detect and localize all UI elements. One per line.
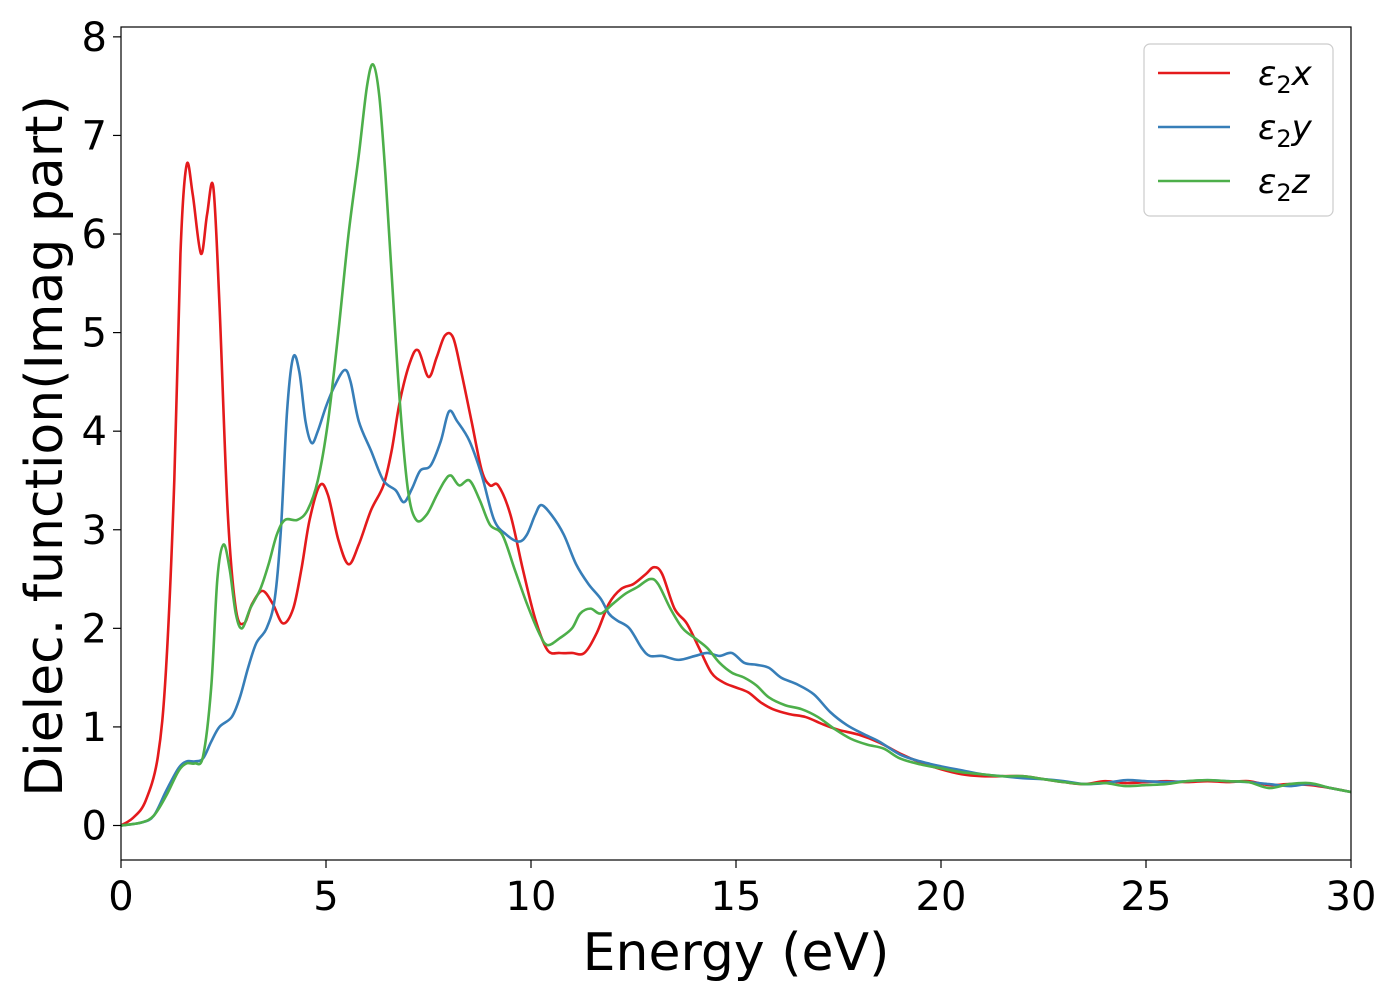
legend-box: [1143, 43, 1334, 217]
legend-label-x: ε2x: [1258, 54, 1313, 99]
legend-subscript: 2: [1276, 125, 1291, 153]
x-tick-label: 15: [711, 874, 762, 920]
x-axis-label: Energy (eV): [583, 923, 890, 983]
legend-symbol: ε: [1258, 162, 1276, 202]
y-tick-label: 8: [82, 15, 107, 61]
x-tick-label: 20: [916, 874, 967, 920]
legend-variable: z: [1291, 162, 1311, 202]
series-line-y: [120, 353, 1352, 827]
y-axis-label: Dielec. function(Imag part): [15, 95, 75, 797]
legend-label-y: ε2y: [1258, 108, 1313, 153]
legend-symbol: ε: [1258, 108, 1276, 148]
y-tick-label: 5: [82, 311, 107, 357]
x-tick-label: 0: [108, 874, 133, 920]
legend-label-z: ε2z: [1258, 162, 1311, 207]
x-tick-label: 30: [1326, 874, 1377, 920]
series-lines: [120, 63, 1352, 827]
y-axis: 0 1 2 3 4 5 6 7 8: [82, 15, 121, 849]
x-tick-label: 5: [313, 874, 338, 920]
y-tick-label: 1: [82, 705, 107, 751]
y-tick-label: 0: [82, 803, 107, 849]
series-line-z: [120, 63, 1352, 827]
x-tick-label: 25: [1121, 874, 1172, 920]
legend-symbol: ε: [1258, 54, 1276, 94]
y-tick-label: 4: [82, 409, 107, 455]
y-tick-label: 6: [82, 212, 107, 258]
legend-variable: x: [1291, 54, 1313, 94]
x-tick-label: 10: [506, 874, 557, 920]
y-tick-label: 3: [82, 508, 107, 554]
legend-subscript: 2: [1276, 71, 1291, 99]
y-tick-label: 2: [82, 606, 107, 652]
series-line-x: [120, 161, 1352, 827]
y-tick-label: 7: [82, 113, 107, 159]
legend-variable: y: [1291, 108, 1313, 148]
legend-subscript: 2: [1276, 179, 1291, 207]
x-axis: 0 5 10 15 20 25 30: [108, 860, 1376, 920]
